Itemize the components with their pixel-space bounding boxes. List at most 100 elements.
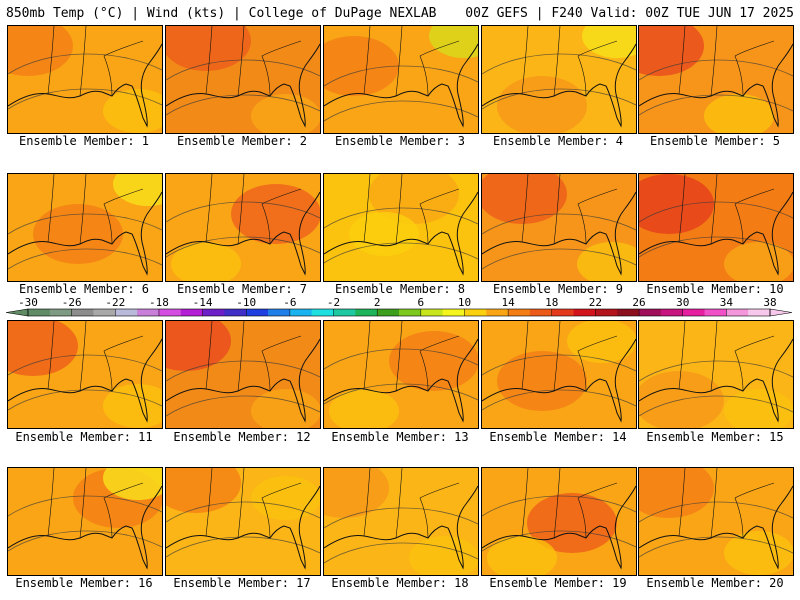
coastline xyxy=(324,338,478,423)
height-contour xyxy=(166,536,320,558)
state-border xyxy=(521,174,529,243)
colorbar-tick-label: 10 xyxy=(458,297,471,309)
colorbar-segment xyxy=(573,309,596,316)
height-contour xyxy=(166,94,320,116)
state-border xyxy=(710,468,718,539)
colorbar-tick-label: -26 xyxy=(62,297,82,309)
colorbar-segment xyxy=(28,309,51,316)
colorbar-segment xyxy=(682,309,706,316)
state-border xyxy=(395,468,403,539)
map-canvas xyxy=(324,468,478,575)
map-canvas xyxy=(8,321,162,428)
state-border xyxy=(103,335,144,392)
map-canvas xyxy=(166,174,320,281)
coastline xyxy=(166,43,320,128)
state-border xyxy=(553,174,561,245)
ensemble-member-label: Ensemble Member: 1 xyxy=(18,134,150,148)
ensemble-member-label: Ensemble Member: 18 xyxy=(331,576,469,590)
ensemble-map-17 xyxy=(165,467,321,576)
state-border xyxy=(734,40,775,97)
colorbar-segment xyxy=(93,309,116,316)
state-border xyxy=(419,482,460,539)
state-border xyxy=(577,482,618,539)
state-border xyxy=(678,174,686,243)
colorbar-segment xyxy=(268,309,291,316)
height-contour xyxy=(8,530,162,552)
ensemble-member-label: Ensemble Member: 10 xyxy=(646,282,784,296)
colorbar-segment xyxy=(246,309,269,316)
colorbar-tick-label: 6 xyxy=(418,297,425,309)
coastline xyxy=(8,43,162,128)
cool-region xyxy=(251,476,320,520)
colorbar-segment xyxy=(726,309,749,316)
ensemble-map-12 xyxy=(165,320,321,429)
warm-region xyxy=(639,26,704,76)
warm-region xyxy=(231,184,320,244)
height-contour xyxy=(8,389,162,411)
colorbar-tick-label: -10 xyxy=(236,297,256,309)
colorbar-segment xyxy=(617,309,640,316)
height-contour xyxy=(324,507,478,529)
height-contour xyxy=(8,495,162,517)
coastline xyxy=(166,485,320,570)
state-border xyxy=(103,482,144,539)
state-border xyxy=(79,26,87,97)
ensemble-member-label: Ensemble Member: 17 xyxy=(173,576,311,590)
map-canvas xyxy=(639,26,793,133)
warm-region xyxy=(166,321,231,371)
state-border xyxy=(261,40,302,97)
coastline xyxy=(324,485,478,570)
state-border xyxy=(521,26,529,95)
state-border xyxy=(103,188,144,245)
state-border xyxy=(678,26,686,95)
cool-region xyxy=(171,242,241,281)
warm-region xyxy=(389,331,478,391)
ensemble-map-14 xyxy=(481,320,637,429)
state-border xyxy=(261,335,302,392)
state-border xyxy=(237,174,245,245)
state-border xyxy=(395,26,403,97)
state-border xyxy=(261,482,302,539)
height-contour xyxy=(166,236,320,258)
height-contour xyxy=(639,94,793,116)
map-canvas xyxy=(324,321,478,428)
warm-region xyxy=(324,36,399,96)
ensemble-member-label: Ensemble Member: 12 xyxy=(173,430,311,444)
state-border xyxy=(577,40,618,97)
colorbar-segment xyxy=(748,309,771,316)
state-border xyxy=(261,188,302,245)
map-canvas xyxy=(482,468,636,575)
state-border xyxy=(237,468,245,539)
state-border xyxy=(363,174,371,243)
coastline xyxy=(8,338,162,423)
cool-region xyxy=(329,389,399,428)
coastline xyxy=(482,43,636,128)
state-border xyxy=(710,321,718,392)
map-canvas xyxy=(8,26,162,133)
colorbar-segment xyxy=(486,309,509,316)
colorbar-tick-label: 18 xyxy=(545,297,558,309)
cool-region xyxy=(704,94,774,133)
ensemble-map-4 xyxy=(481,25,637,134)
height-contour xyxy=(324,348,478,370)
state-border xyxy=(205,321,213,390)
state-border xyxy=(47,321,55,390)
warm-region xyxy=(33,204,123,264)
coastline xyxy=(8,485,162,570)
height-contour xyxy=(8,213,162,235)
state-border xyxy=(734,188,775,245)
colorbar-segment xyxy=(420,309,444,316)
cool-region xyxy=(429,26,478,58)
coastline xyxy=(639,191,793,276)
warm-region xyxy=(166,468,241,513)
colorbar-segment xyxy=(704,309,727,316)
colorbar-tick-label: 34 xyxy=(720,297,734,309)
ensemble-map-6 xyxy=(7,173,163,282)
state-border xyxy=(205,26,213,95)
model-run-info: 00Z GEFS | F240 Valid: 00Z TUE JUN 17 20… xyxy=(465,6,794,21)
ensemble-member-label: Ensemble Member: 15 xyxy=(646,430,784,444)
coastline xyxy=(166,338,320,423)
colorbar-segment xyxy=(464,309,487,316)
map-title: 850mb Temp (°C) | Wind (kts) | College o… xyxy=(6,6,437,21)
colorbar-tick-label: -22 xyxy=(105,297,125,309)
